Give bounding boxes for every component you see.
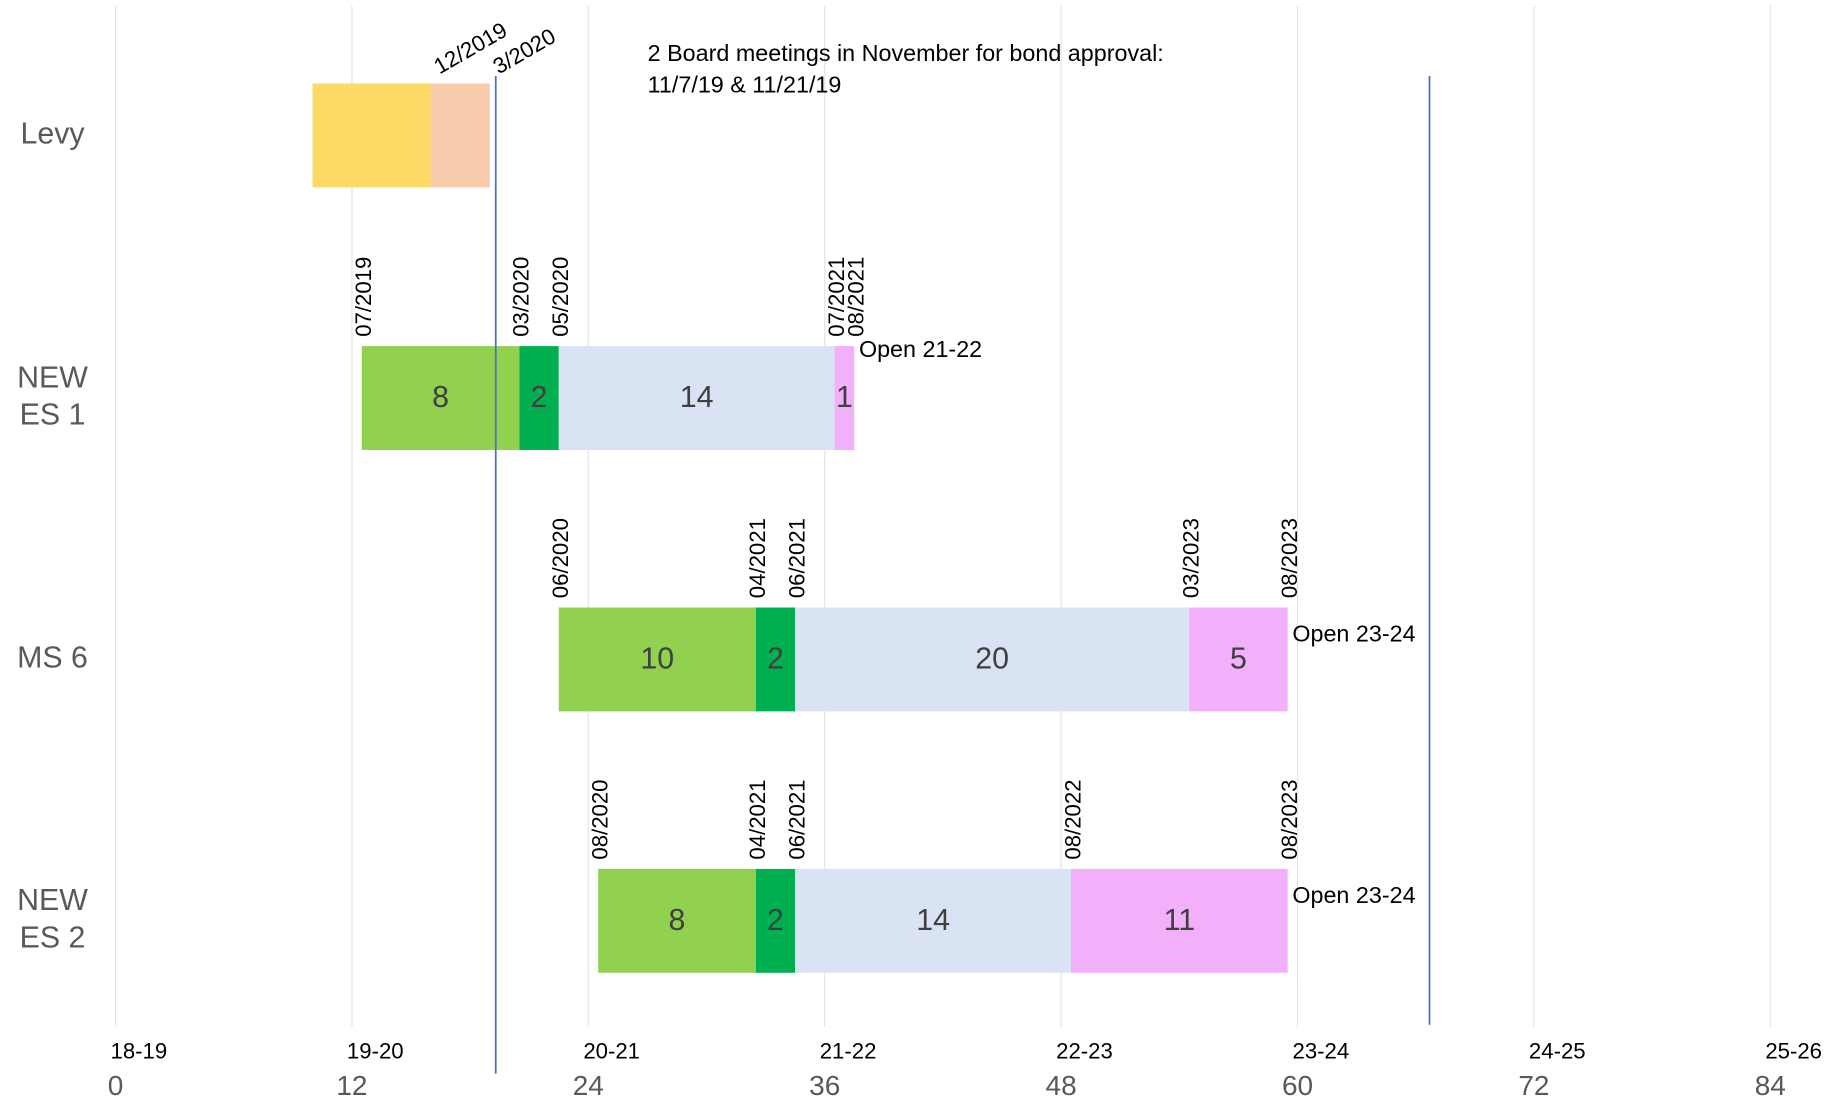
x-period-label: 20-21 <box>583 1039 640 1064</box>
bar-segment <box>755 868 796 973</box>
bar-segment <box>755 607 796 712</box>
x-period-label: 18-19 <box>111 1039 168 1064</box>
x-period-label: 24-25 <box>1529 1039 1586 1064</box>
bar-segment <box>116 346 362 450</box>
bar-segment <box>558 346 835 450</box>
bar-segment <box>598 868 756 973</box>
bar-segment <box>116 608 559 712</box>
category-label: NEW ES 1 <box>17 361 88 431</box>
bar-segment <box>558 607 756 712</box>
date-label: 03/2023 <box>1179 518 1204 598</box>
category-label: NEW ES 2 <box>17 884 88 954</box>
bar-segment <box>795 868 1071 973</box>
x-tick-label: 0 <box>108 1070 124 1101</box>
date-label: 07/2021 <box>824 257 849 337</box>
open-label: Open 23-24 <box>1292 882 1415 908</box>
annotation: 11/7/19 & 11/21/19 <box>648 72 842 98</box>
date-label: 05/2020 <box>548 257 573 337</box>
date-label: 08/2023 <box>1277 518 1302 598</box>
x-tick-label: 48 <box>1046 1070 1077 1101</box>
date-label: 04/2021 <box>745 779 770 859</box>
x-tick-label: 24 <box>573 1070 604 1101</box>
data-label: 11 <box>1164 904 1195 937</box>
date-label: 04/2021 <box>745 518 770 598</box>
data-label: 1 <box>836 381 853 414</box>
annotation: 2 Board meetings in November for bond ap… <box>648 40 1164 66</box>
date-label: 08/2023 <box>1277 779 1302 859</box>
date-label: 06/2021 <box>785 779 810 859</box>
data-label: 14 <box>680 381 714 414</box>
category-label: MS 6 <box>17 641 88 674</box>
x-tick-label: 36 <box>809 1070 840 1101</box>
data-label: 8 <box>669 904 686 937</box>
data-label: 2 <box>767 643 784 676</box>
x-period-label: 23-24 <box>1293 1039 1350 1064</box>
bar-segment <box>519 346 559 450</box>
category-label-line: NEW <box>17 361 88 394</box>
bar-segment <box>116 869 599 973</box>
date-label: 08/2021 <box>844 257 869 337</box>
date-label: 06/2021 <box>785 518 810 598</box>
data-label: 2 <box>767 904 784 937</box>
data-label: 14 <box>916 904 950 937</box>
x-tick-label: 72 <box>1518 1070 1549 1101</box>
date-label: 03/2020 <box>509 257 534 337</box>
data-label: 2 <box>531 381 548 414</box>
x-period-label: 25-26 <box>1765 1039 1822 1064</box>
data-label: 5 <box>1230 643 1247 676</box>
bar-segment <box>834 346 855 450</box>
bar-segment <box>312 83 431 188</box>
bar-segment <box>361 346 520 450</box>
bar-segment <box>795 607 1190 712</box>
bar-segment <box>1189 607 1288 712</box>
bar-segment <box>1070 868 1288 973</box>
category-label-line: ES 2 <box>20 922 86 955</box>
x-tick-label: 60 <box>1282 1070 1313 1101</box>
open-label: Open 23-24 <box>1292 621 1415 647</box>
data-label: 20 <box>975 643 1009 676</box>
x-period-label: 19-20 <box>347 1039 404 1064</box>
bar-segment <box>430 83 490 188</box>
x-period-label: 21-22 <box>820 1039 877 1064</box>
data-label: 8 <box>432 381 449 414</box>
x-period-label: 22-23 <box>1056 1039 1113 1064</box>
category-label-line: NEW <box>17 884 88 917</box>
date-label: 08/2020 <box>588 779 613 859</box>
bar-segment <box>116 84 313 188</box>
date-label: 06/2020 <box>548 518 573 598</box>
open-label: Open 21-22 <box>859 336 982 362</box>
date-label: 07/2019 <box>351 257 376 337</box>
data-label: 10 <box>640 643 674 676</box>
x-tick-label: 12 <box>336 1070 367 1101</box>
category-label: Levy <box>20 117 85 150</box>
category-label-line: ES 1 <box>20 399 86 432</box>
date-label: 08/2022 <box>1060 779 1085 859</box>
x-tick-label: 84 <box>1755 1070 1786 1101</box>
